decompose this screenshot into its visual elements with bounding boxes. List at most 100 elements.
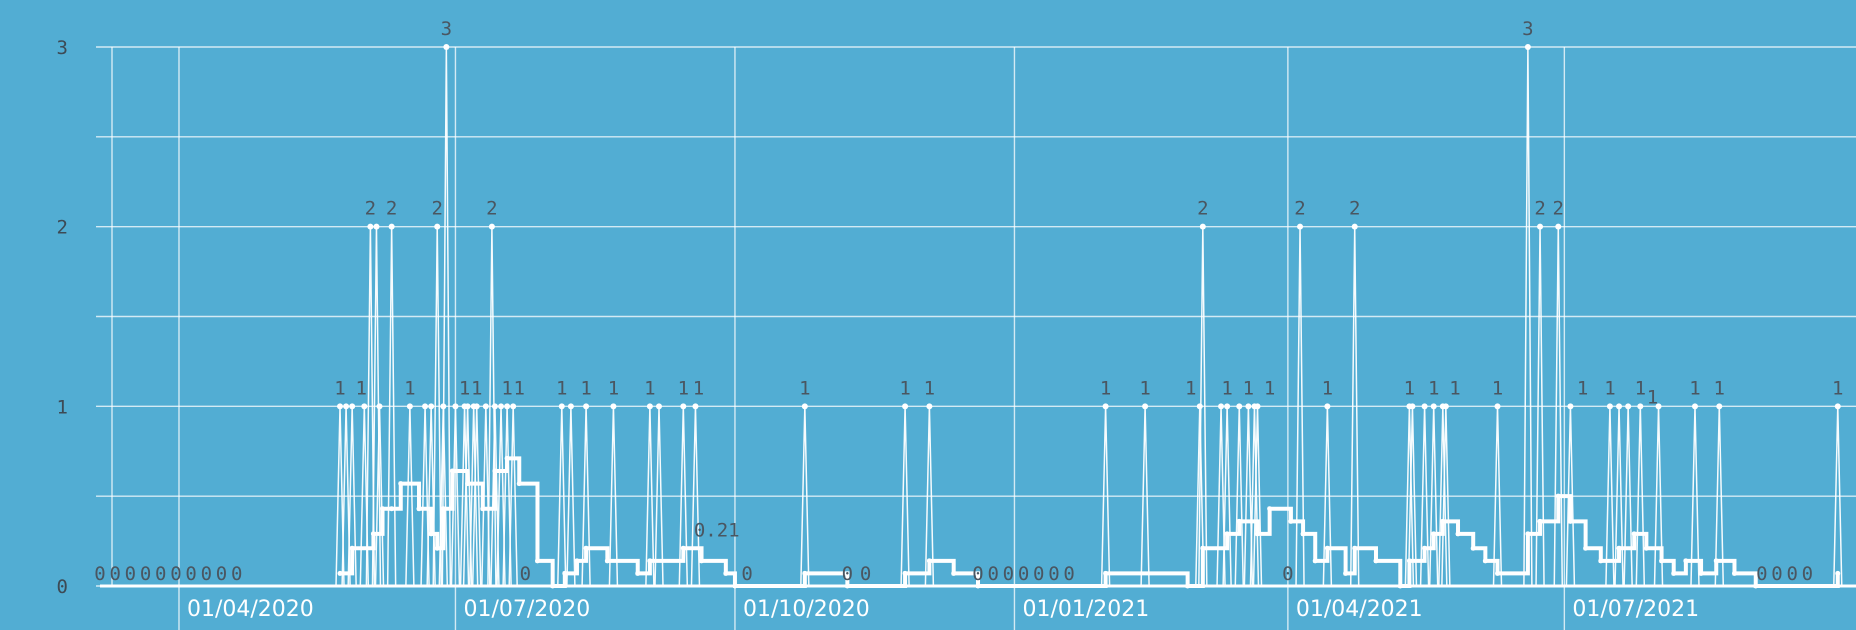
average-point: [1631, 531, 1637, 537]
average-point: [1567, 518, 1573, 524]
data-point: [692, 403, 699, 410]
average-point: [516, 481, 522, 487]
data-label: 0: [1802, 563, 1813, 585]
data-point: [567, 403, 574, 410]
data-label: 1: [1185, 377, 1196, 399]
data-point: [343, 403, 350, 410]
data-point: [482, 403, 489, 410]
data-point: [1655, 403, 1662, 410]
average-point: [504, 455, 510, 461]
data-label: 1: [924, 377, 935, 399]
data-point: [1254, 403, 1261, 410]
y-tick-label: 3: [57, 37, 68, 59]
average-point: [732, 583, 738, 589]
data-label: 1: [608, 377, 619, 399]
daily-series: [100, 44, 1856, 588]
average-point: [1373, 558, 1379, 564]
data-point: [373, 223, 380, 230]
average-point: [723, 570, 729, 576]
average-point: [480, 506, 486, 512]
data-label: 1: [1635, 377, 1646, 399]
average-point: [844, 583, 850, 589]
average-point: [647, 558, 653, 564]
data-label: 1: [1243, 377, 1254, 399]
data-label: 2: [431, 198, 442, 220]
average-point: [380, 506, 386, 512]
average-point: [1288, 518, 1294, 524]
average-point: [1495, 570, 1501, 576]
average-point: [1671, 570, 1677, 576]
data-label: 2: [1294, 198, 1305, 220]
data-label: 0: [201, 563, 212, 585]
average-point: [1598, 558, 1604, 564]
average-point: [574, 558, 580, 564]
average-point: [1397, 583, 1403, 589]
data-point: [610, 403, 617, 410]
data-label: 1: [580, 377, 591, 399]
average-point: [1698, 570, 1704, 576]
data-point: [646, 403, 653, 410]
average-point: [1659, 558, 1665, 564]
average-point: [1713, 558, 1719, 564]
data-label: 1: [556, 377, 567, 399]
average-point: [635, 570, 641, 576]
average-point: [562, 570, 568, 576]
data-point: [464, 403, 471, 410]
data-label: 1: [334, 377, 345, 399]
data-point: [434, 223, 441, 230]
average-point: [1583, 545, 1589, 551]
x-tick-label: 01/04/2020: [187, 597, 314, 622]
average-point: [1835, 570, 1841, 576]
data-point: [361, 403, 368, 410]
data-point: [1524, 44, 1531, 50]
average-point: [1312, 558, 1318, 564]
data-label: 1: [501, 377, 512, 399]
data-point: [1430, 403, 1437, 410]
data-label: 1: [1264, 377, 1275, 399]
average-point: [349, 545, 355, 551]
average-point: [1224, 531, 1230, 537]
average-point: [434, 545, 440, 551]
average-point: [398, 481, 404, 487]
average-point: [1753, 583, 1759, 589]
data-point: [1834, 403, 1841, 410]
average-point: [802, 570, 808, 576]
data-label: 1: [1428, 377, 1439, 399]
data-label: 0: [1756, 563, 1767, 585]
average-point: [1525, 531, 1531, 537]
data-label: 0: [987, 563, 998, 585]
data-label: 1: [644, 377, 655, 399]
data-point: [902, 403, 909, 410]
y-tick-label: 0: [57, 576, 68, 598]
data-point: [1494, 403, 1501, 410]
data-point: [504, 403, 511, 410]
data-label: 0: [1048, 563, 1059, 585]
data-label: 0: [1786, 563, 1797, 585]
average-point: [389, 506, 395, 512]
data-point: [1199, 223, 1206, 230]
data-point: [510, 403, 517, 410]
data-point: [1324, 403, 1331, 410]
data-label: 2: [1553, 198, 1564, 220]
average-point: [1555, 493, 1561, 499]
x-axis: 01/04/2020 01/07/2020 01/10/2020 01/01/2021…: [187, 597, 1699, 622]
average-point: [1324, 545, 1330, 551]
x-tick-label: 01/04/2021: [1296, 597, 1423, 622]
data-point: [1102, 403, 1109, 410]
data-label: 0: [1033, 563, 1044, 585]
data-point: [656, 403, 663, 410]
average-point: [534, 558, 540, 564]
data-label: 1: [514, 377, 525, 399]
average-point: [1343, 570, 1349, 576]
average-point: [604, 558, 610, 564]
y-tick-label: 2: [57, 217, 68, 239]
average-point: [1406, 558, 1412, 564]
data-label: 1: [678, 377, 689, 399]
y-axis: 0 1 2 3: [57, 37, 68, 598]
data-label: 1: [1221, 377, 1232, 399]
average-point: [680, 545, 686, 551]
data-point: [1716, 403, 1723, 410]
data-label: 0: [520, 563, 531, 585]
data-label: 2: [365, 198, 376, 220]
data-label: 1: [1714, 377, 1725, 399]
